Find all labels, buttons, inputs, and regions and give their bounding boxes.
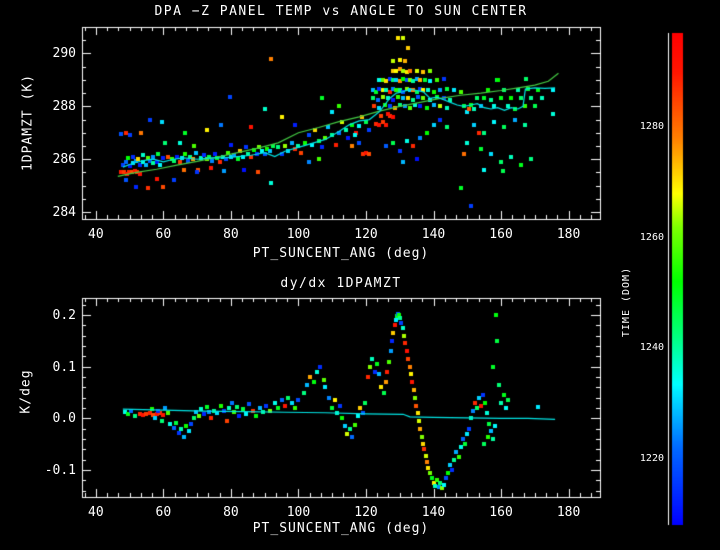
colorbar-tick-label: 1260 <box>639 231 664 243</box>
x-tick-label: 80 <box>223 505 239 520</box>
x-tick-label: 100 <box>286 505 311 520</box>
y-tick-label: 290 <box>52 46 76 62</box>
top-panel-y-axis-label: 1DPAMZT (K) <box>20 73 36 172</box>
top-panel-title: DPA −Z PANEL TEMP vs ANGLE TO SUN CENTER <box>154 4 528 19</box>
bottom-panel-title: dy/dx 1DPAMZT <box>280 276 402 291</box>
colorbar-axis-label: TIME (DOM) <box>621 266 632 338</box>
y-tick-label: 0.0 <box>52 411 76 427</box>
bottom-panel-x-axis-label: PT_SUNCENT_ANG (deg) <box>252 521 430 536</box>
bottom-panel-y-axis-label: K/deg <box>18 369 34 414</box>
y-tick-label: -0.1 <box>44 463 76 479</box>
x-tick-label: 180 <box>556 227 581 242</box>
y-tick-label: 0.1 <box>52 359 76 375</box>
colorbar-tick-label: 1240 <box>639 342 664 354</box>
x-tick-label: 140 <box>421 505 446 520</box>
colorbar-tick-label: 1220 <box>639 452 664 464</box>
x-tick-label: 180 <box>556 505 581 520</box>
y-tick-label: 284 <box>52 205 76 221</box>
top-panel-x-axis-label: PT_SUNCENT_ANG (deg) <box>252 246 430 261</box>
y-tick-label: 286 <box>52 152 76 168</box>
x-tick-label: 40 <box>88 505 104 520</box>
x-tick-label: 80 <box>223 227 239 242</box>
x-tick-label: 160 <box>489 505 513 520</box>
y-tick-label: 0.2 <box>52 308 76 324</box>
x-tick-label: 160 <box>489 227 513 242</box>
x-tick-label: 60 <box>155 227 172 242</box>
x-tick-label: 120 <box>354 227 378 242</box>
x-tick-label: 40 <box>88 227 104 242</box>
y-tick-label: 288 <box>52 99 76 115</box>
x-tick-label: 100 <box>286 227 311 242</box>
x-tick-label: 60 <box>155 505 172 520</box>
x-tick-label: 140 <box>421 227 446 242</box>
x-tick-label: 120 <box>354 505 378 520</box>
colorbar-tick-label: 1280 <box>639 120 664 132</box>
